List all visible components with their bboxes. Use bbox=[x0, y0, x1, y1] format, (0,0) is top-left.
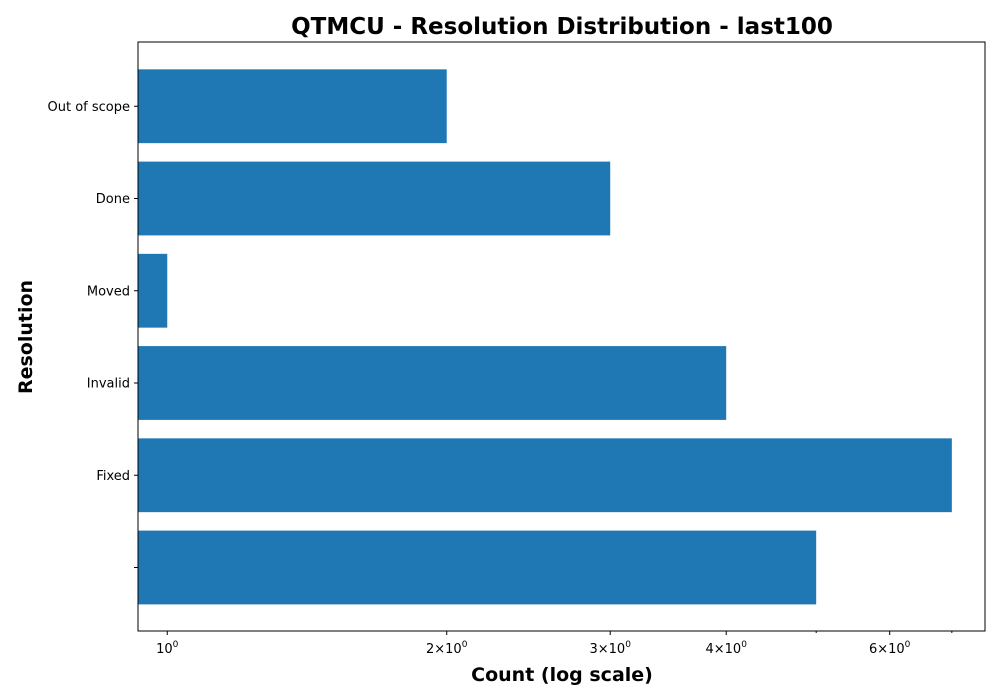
x-axis-label: Count (log scale) bbox=[471, 664, 653, 686]
x-tick-label: 6×100 bbox=[869, 640, 911, 657]
bars-group bbox=[138, 69, 952, 605]
bar-unlabeled bbox=[138, 530, 817, 605]
y-axis-label: Resolution bbox=[15, 280, 37, 394]
bar-out-of-scope bbox=[138, 69, 447, 144]
chart-title: QTMCU - Resolution Distribution - last10… bbox=[291, 14, 833, 40]
x-tick-label: 2×100 bbox=[426, 640, 468, 657]
y-tick-label: Fixed bbox=[96, 469, 130, 484]
y-tick-label: Moved bbox=[87, 284, 130, 299]
y-tick-label: Done bbox=[96, 192, 130, 207]
plot-frame bbox=[137, 41, 986, 632]
bar-invalid bbox=[138, 346, 727, 420]
bar-moved bbox=[138, 253, 168, 328]
y-tick-label: Out of scope bbox=[48, 100, 131, 115]
y-axis-ticks: Fixed Invalid Moved Done Out of scope bbox=[48, 100, 138, 568]
x-axis-ticks: 100 2×100 3×100 4×100 6×100 bbox=[156, 631, 953, 657]
y-tick-label: Invalid bbox=[87, 377, 130, 392]
bar-done bbox=[138, 161, 611, 236]
bar-fixed bbox=[138, 438, 952, 513]
x-tick-label: 100 bbox=[156, 640, 179, 657]
x-tick-label: 4×100 bbox=[705, 640, 747, 657]
x-tick-label: 3×100 bbox=[589, 640, 631, 657]
